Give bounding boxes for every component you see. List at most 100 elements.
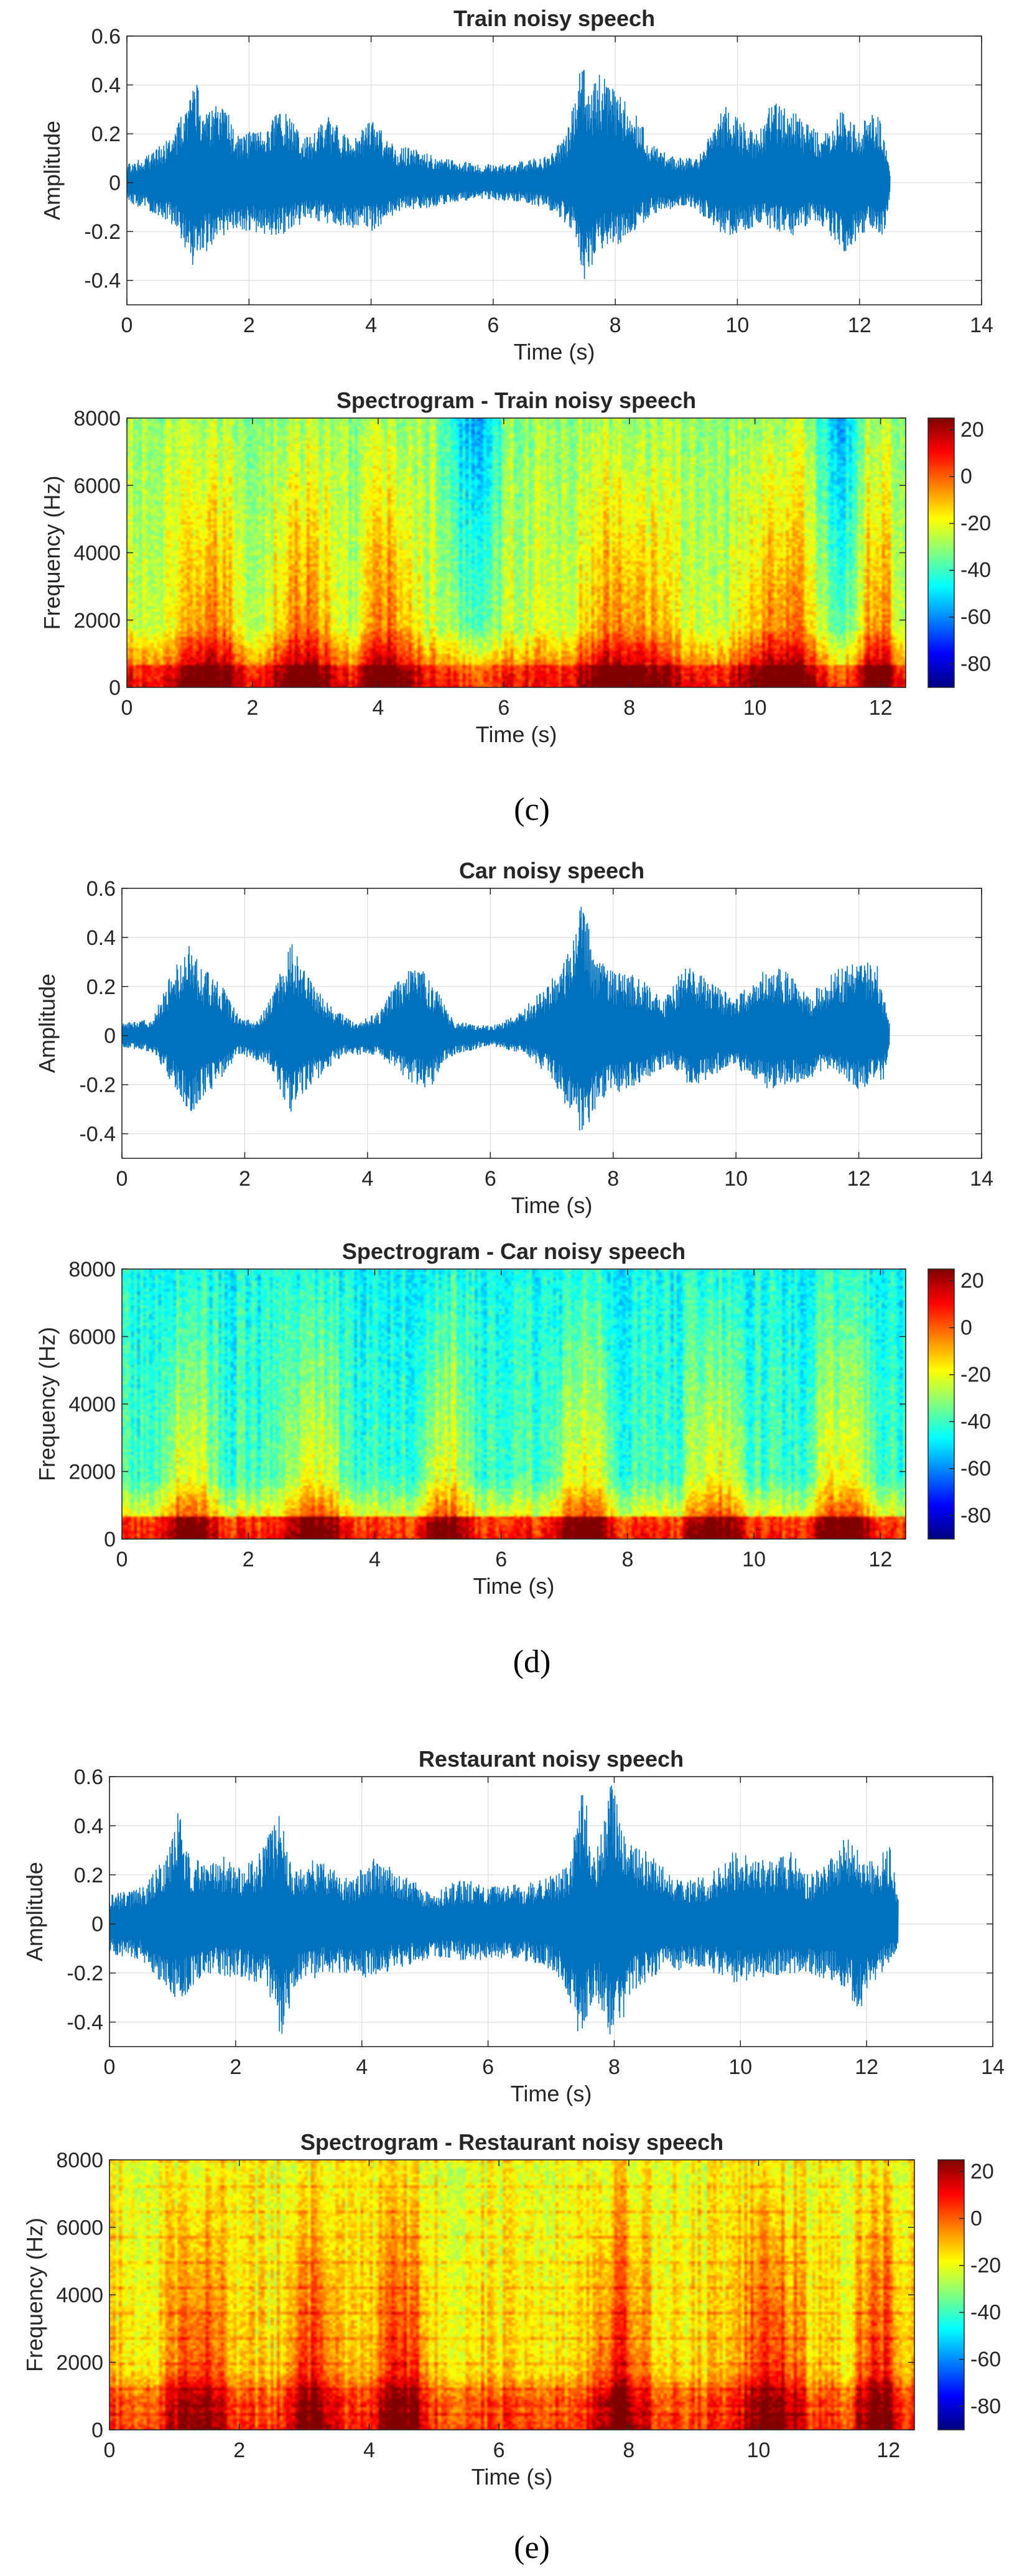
y-tick-label: 0.2 bbox=[86, 975, 116, 999]
y-tick-label: 6000 bbox=[73, 474, 121, 498]
chart-car_wave: 0 2 4 6 8 10 12 14 -0.4 -0.2 0 0.2 0.4 0.6 Car noisy s… bbox=[34, 858, 993, 1218]
axes-box bbox=[109, 1776, 993, 2047]
y-tick-label: 0.6 bbox=[91, 25, 121, 49]
colorbar-tick-label: -80 bbox=[960, 652, 991, 676]
x-axis-label: Time (s) bbox=[473, 1573, 555, 1599]
waveform-core bbox=[127, 130, 890, 229]
waveform-series bbox=[121, 906, 890, 1131]
x-tick-label: 12 bbox=[847, 1167, 871, 1191]
colorbar-tick-label: -20 bbox=[960, 1363, 991, 1387]
y-tick-label: 2000 bbox=[56, 2351, 103, 2375]
y-tick-label: 0.4 bbox=[74, 1815, 103, 1838]
y-tick-label: 4000 bbox=[56, 2284, 103, 2307]
y-tick-label: -0.2 bbox=[67, 1962, 103, 1986]
colorbar-tick-label: -80 bbox=[970, 2394, 1001, 2418]
x-tick-label: 0 bbox=[121, 314, 133, 337]
y-tick-label: 0.2 bbox=[74, 1864, 103, 1887]
x-tick-label: 12 bbox=[868, 1548, 892, 1571]
chart-train_spec: 20 0 -20 -40 -60 -80 0 2 4 6 8 10 12 0 2000 4000 6000 800… bbox=[39, 388, 991, 747]
spectrogram-heatmap bbox=[122, 1269, 906, 1539]
colorbar-tick-label: 0 bbox=[970, 2206, 982, 2230]
x-tick-label: 10 bbox=[743, 696, 767, 720]
chart-title: Car noisy speech bbox=[459, 858, 644, 883]
y-tick-label: -0.4 bbox=[79, 1123, 116, 1146]
colorbar bbox=[927, 417, 955, 688]
x-tick-label: 10 bbox=[747, 2439, 771, 2462]
x-tick-label: 8 bbox=[621, 1548, 633, 1571]
x-tick-label: 0 bbox=[104, 2439, 116, 2462]
x-tick-label: 14 bbox=[970, 1167, 993, 1191]
chart-title: Spectrogram - Car noisy speech bbox=[342, 1239, 685, 1264]
y-tick-label: 4000 bbox=[68, 1393, 116, 1416]
y-tick-label: 0.4 bbox=[91, 74, 121, 98]
x-tick-label: 14 bbox=[981, 2055, 1005, 2079]
chart-title: Spectrogram - Restaurant noisy speech bbox=[300, 2129, 723, 2155]
x-tick-label: 4 bbox=[363, 2439, 375, 2462]
y-axis-label: Frequency (Hz) bbox=[39, 475, 65, 630]
x-tick-label: 0 bbox=[116, 1548, 128, 1571]
y-axis-label: Frequency (Hz) bbox=[34, 1327, 60, 1481]
x-tick-label: 4 bbox=[356, 2055, 368, 2079]
colorbar-tick-label: -80 bbox=[960, 1504, 991, 1527]
y-tick-label: -0.2 bbox=[84, 220, 121, 244]
y-tick-label: 2000 bbox=[68, 1461, 116, 1484]
x-tick-label: 2 bbox=[239, 1167, 251, 1191]
x-tick-label: 8 bbox=[608, 2055, 620, 2079]
x-tick-label: 6 bbox=[495, 1548, 507, 1571]
y-tick-label: 0.2 bbox=[91, 123, 121, 146]
y-tick-label: -0.4 bbox=[84, 269, 121, 293]
x-axis-label: Time (s) bbox=[511, 2081, 592, 2106]
x-axis-label: Time (s) bbox=[511, 1193, 593, 1218]
colorbar-tick-label: -20 bbox=[960, 511, 991, 535]
colorbar-tick-label: -40 bbox=[960, 559, 991, 582]
waveform-series bbox=[109, 1785, 899, 2035]
waveform-core bbox=[122, 977, 890, 1079]
y-tick-label: 6000 bbox=[56, 2216, 103, 2240]
x-tick-label: 6 bbox=[487, 314, 499, 337]
colorbar-tick-label: -60 bbox=[960, 605, 991, 629]
x-tick-label: 4 bbox=[361, 1167, 373, 1191]
x-tick-label: 4 bbox=[372, 696, 384, 720]
axes-box bbox=[126, 35, 982, 305]
colorbar-tick-label: 0 bbox=[960, 1316, 972, 1339]
colorbar-tick-label: 20 bbox=[970, 2160, 994, 2183]
spectrogram-heatmap bbox=[127, 418, 906, 687]
colorbar-tick-label: 0 bbox=[960, 465, 972, 488]
x-tick-label: 8 bbox=[607, 1167, 619, 1191]
axes-box bbox=[121, 888, 982, 1159]
y-tick-label: 0 bbox=[91, 1913, 103, 1937]
chart-title: Train noisy speech bbox=[453, 6, 655, 31]
x-tick-label: 4 bbox=[369, 1548, 381, 1571]
y-axis-label: Amplitude bbox=[22, 1862, 47, 1961]
y-tick-label: -0.4 bbox=[67, 2011, 103, 2035]
y-tick-label: 0.6 bbox=[86, 877, 116, 901]
chart-title: Restaurant noisy speech bbox=[419, 1746, 684, 1772]
x-tick-label: 12 bbox=[869, 696, 893, 720]
y-tick-label: 8000 bbox=[68, 1258, 116, 1281]
x-tick-label: 10 bbox=[742, 1548, 766, 1571]
x-tick-label: 0 bbox=[104, 2055, 116, 2079]
x-tick-label: 8 bbox=[610, 314, 621, 337]
colorbar-tick-label: -40 bbox=[970, 2300, 1001, 2324]
chart-rest_wave: 0 2 4 6 8 10 12 14 -0.4 -0.2 0 0.2 0.4 0.6 Restaurant … bbox=[22, 1746, 1005, 2106]
panel-label-c: (c) bbox=[514, 792, 550, 827]
y-axis-label: Frequency (Hz) bbox=[22, 2218, 47, 2372]
colorbar-tick-label: -60 bbox=[960, 1457, 991, 1481]
colorbar-tick-label: -20 bbox=[970, 2254, 1001, 2277]
colorbar bbox=[937, 2159, 965, 2430]
x-tick-label: 2 bbox=[230, 2055, 241, 2079]
x-tick-label: 6 bbox=[498, 696, 509, 720]
waveform-series bbox=[126, 70, 891, 279]
x-tick-label: 8 bbox=[623, 696, 635, 720]
y-tick-label: 0.4 bbox=[86, 926, 116, 950]
y-tick-label: 0 bbox=[109, 172, 121, 195]
colorbar bbox=[927, 1268, 955, 1540]
x-tick-label: 4 bbox=[365, 314, 377, 337]
x-tick-label: 6 bbox=[482, 2055, 494, 2079]
y-tick-label: 0.6 bbox=[74, 1765, 103, 1789]
x-axis-label: Time (s) bbox=[476, 722, 557, 747]
colorbar-tick-label: 20 bbox=[960, 418, 984, 442]
y-tick-label: 2000 bbox=[73, 609, 121, 633]
x-tick-label: 14 bbox=[970, 314, 993, 337]
